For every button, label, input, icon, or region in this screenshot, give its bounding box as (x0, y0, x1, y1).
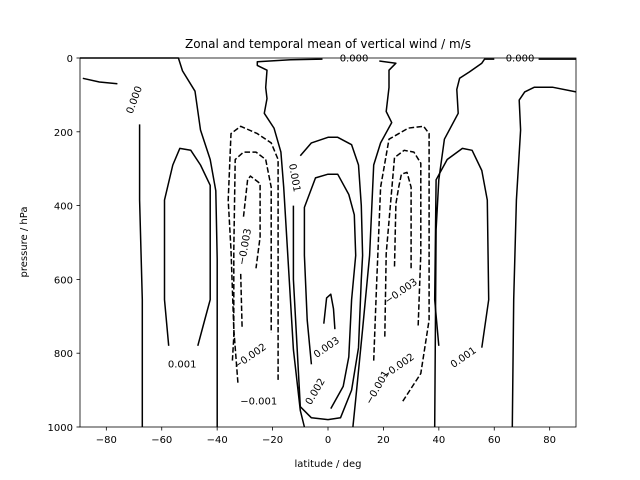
chart-title: Zonal and temporal mean of vertical wind… (185, 37, 471, 51)
contour-line-19 (393, 171, 412, 271)
x-tick-label: 60 (488, 435, 501, 446)
y-tick-label: 800 (54, 349, 73, 360)
x-tick-label: 20 (377, 435, 390, 446)
contour-line-10 (292, 136, 364, 421)
contour-line-5 (433, 58, 495, 428)
x-axis-ticks: −80 −60 −40 −20 0 20 40 60 80 (96, 427, 556, 446)
contour-label: 0.001 (168, 360, 197, 371)
x-tick-label: −60 (151, 435, 172, 446)
contour-label: 0.000 (125, 85, 145, 116)
x-axis-label: latitude / deg (295, 459, 362, 470)
x-tick-label: −20 (262, 435, 283, 446)
contour-line-2 (138, 124, 144, 427)
contour-line-1 (82, 77, 118, 85)
x-tick-label: 0 (325, 435, 331, 446)
contour-label: 0.001 (449, 345, 479, 370)
y-tick-label: 400 (54, 202, 73, 213)
contour-line-15 (242, 175, 261, 269)
contour-line-3 (256, 58, 323, 428)
contour-lines (80, 57, 577, 428)
x-tick-label: −40 (207, 435, 228, 446)
contour-labels: 0.000 0.000 0.000 0.001 −0.003 −0.003 −0.002 −0… (125, 54, 534, 408)
contour-line-12 (323, 293, 336, 330)
y-axis-ticks: 0 200 400 600 800 1000 (48, 54, 80, 434)
contour-label: −0.003 (383, 277, 420, 307)
contour-line-9 (433, 147, 490, 348)
contour-label: 0.002 (304, 377, 328, 407)
y-tick-label: 0 (67, 54, 73, 65)
contour-line-14 (231, 151, 272, 361)
contour-label: −0.001 (364, 369, 392, 407)
contour-label: −0.001 (240, 396, 277, 407)
contour-label: 0.000 (506, 54, 535, 65)
contour-label: 0.003 (312, 335, 342, 360)
contour-line-7 (511, 86, 577, 428)
contour-label: 0.000 (340, 54, 369, 65)
y-tick-label: 1000 (48, 423, 73, 434)
x-tick-label: −80 (96, 435, 117, 446)
plot-frame (79, 57, 577, 428)
contour-line-8 (163, 147, 211, 346)
contour-label: −0.003 (237, 228, 254, 266)
contour-line-4 (352, 60, 397, 428)
x-tick-label: 80 (543, 435, 556, 446)
contour-label: −0.002 (232, 342, 269, 372)
contour-line-13 (227, 125, 279, 383)
contour-label: 0.001 (286, 163, 302, 193)
contour-line-18 (384, 149, 422, 337)
contour-line-16 (239, 273, 243, 328)
contour-line-0 (80, 57, 218, 427)
x-tick-label: 40 (432, 435, 445, 446)
y-tick-label: 600 (54, 275, 73, 286)
contour-line-11 (303, 173, 357, 409)
y-tick-label: 200 (54, 128, 73, 139)
y-axis-label: pressure / hPa (19, 207, 30, 278)
